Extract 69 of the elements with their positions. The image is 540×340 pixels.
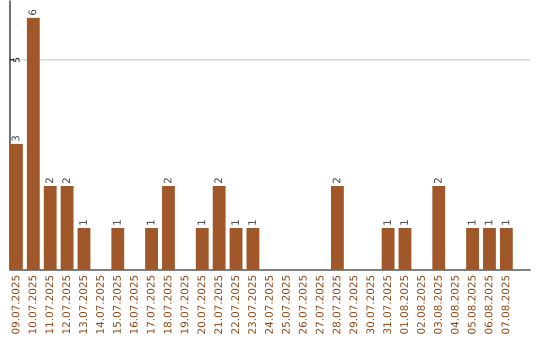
x-tick-label: 21.07.2025 [214,276,222,334]
x-tick-label: 05.08.2025 [468,276,476,334]
x-tick-label: 28.07.2025 [332,276,340,334]
bar [466,228,479,270]
data-label: 1 [113,220,121,225]
x-tick-label: 22.07.2025 [231,276,240,334]
data-label: 2 [434,178,442,184]
x-tick-label: 29.07.2025 [349,276,358,334]
x-tick-label: 04.08.2025 [450,276,459,334]
bar [246,228,260,270]
bar [500,228,513,270]
bar [398,228,412,270]
x-tick-label: 03.08.2025 [434,276,442,334]
data-label: 1 [79,220,87,225]
x-tick-label: 02.08.2025 [417,276,425,334]
x-tick-label: 30.07.2025 [366,276,374,334]
x-tick-label: 16.07.2025 [130,276,138,334]
x-tick-label: 09.07.2025 [12,276,20,334]
data-label: 3 [12,136,20,142]
data-label: 1 [502,220,510,225]
data-label: 1 [400,220,408,225]
bar [145,228,158,270]
data-label: 1 [248,220,256,225]
x-tick-label: 26.07.2025 [298,276,307,334]
bar [330,186,344,270]
bar [483,228,496,270]
data-label: 2 [214,178,222,184]
x-tick-label: 06.08.2025 [484,276,492,334]
x-tick-label: 15.07.2025 [112,276,121,334]
x-tick-label: 18.07.2025 [164,276,172,334]
x-tick-label: 13.07.2025 [79,276,88,334]
data-label: 2 [332,178,340,184]
x-tick-label: 31.07.2025 [383,276,392,334]
x-tick-label: 17.07.2025 [146,276,155,334]
data-label: 1 [484,220,492,225]
data-label: 2 [164,178,172,184]
data-label: 2 [62,178,70,184]
bar [26,18,40,270]
bar [60,186,74,270]
data-label: 2 [45,178,54,184]
x-tick-label: 11.07.2025 [45,276,54,334]
data-label: 1 [198,220,206,225]
bar [212,186,226,270]
x-tick-label: 01.08.2025 [400,276,408,334]
bar [162,186,175,270]
data-label: 6 [28,10,36,15]
x-tick-label: 27.07.2025 [316,276,324,334]
bar [432,186,446,270]
x-tick-label: 20.07.2025 [197,276,206,334]
bar [111,228,124,270]
bar [10,144,23,270]
x-tick-label: 14.07.2025 [96,276,104,334]
x-tick-label: 19.07.2025 [180,276,188,334]
x-tick-label: 23.07.2025 [248,276,256,334]
x-tick-label: 25.07.2025 [282,276,290,334]
bar [230,228,242,270]
bar [78,228,90,270]
data-label: 1 [383,220,391,225]
x-tick-label: 12.07.2025 [62,276,70,334]
data-label: 1 [231,220,239,225]
bar [382,228,395,270]
x-tick-label: 24.07.2025 [264,276,273,334]
x-tick-label: 07.08.2025 [501,276,510,334]
data-label: 1 [146,220,154,225]
y-tick-label: 5 [13,58,20,62]
bar [196,228,209,270]
x-tick-label: 10.07.2025 [28,276,36,334]
data-label: 1 [468,220,476,225]
bar [44,186,57,270]
